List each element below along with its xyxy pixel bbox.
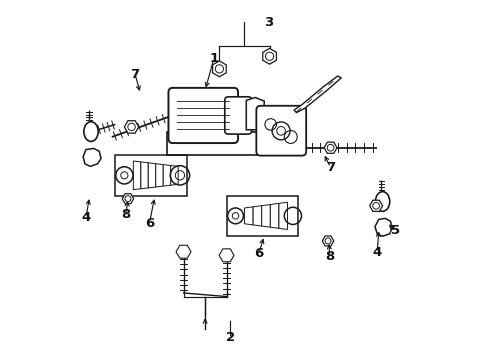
- Polygon shape: [219, 249, 234, 262]
- Polygon shape: [170, 166, 178, 185]
- FancyBboxPatch shape: [224, 97, 251, 134]
- Polygon shape: [369, 200, 382, 211]
- Text: 7: 7: [325, 161, 334, 174]
- Text: 3: 3: [264, 16, 273, 29]
- Polygon shape: [322, 236, 333, 246]
- FancyBboxPatch shape: [168, 88, 238, 143]
- Text: 4: 4: [372, 246, 381, 259]
- Polygon shape: [122, 194, 133, 204]
- Polygon shape: [270, 203, 278, 228]
- Text: 2: 2: [225, 331, 234, 344]
- Polygon shape: [246, 98, 264, 130]
- Bar: [167, 132, 303, 155]
- Polygon shape: [253, 206, 261, 226]
- Polygon shape: [83, 148, 101, 166]
- Polygon shape: [212, 61, 226, 77]
- Ellipse shape: [375, 192, 389, 211]
- Text: 6: 6: [144, 216, 154, 230]
- Polygon shape: [124, 121, 139, 133]
- Text: 1: 1: [209, 51, 218, 64]
- Bar: [226, 196, 298, 235]
- Polygon shape: [244, 207, 253, 225]
- Bar: [115, 155, 187, 196]
- Polygon shape: [293, 76, 341, 113]
- Polygon shape: [176, 245, 191, 258]
- Polygon shape: [262, 48, 276, 64]
- FancyBboxPatch shape: [256, 106, 305, 156]
- Text: 6: 6: [254, 247, 263, 260]
- Polygon shape: [133, 161, 141, 190]
- Polygon shape: [141, 162, 148, 189]
- Text: 8: 8: [122, 208, 130, 221]
- Polygon shape: [278, 202, 287, 229]
- Text: 8: 8: [325, 249, 334, 262]
- Polygon shape: [163, 165, 170, 186]
- Text: 7: 7: [130, 68, 140, 81]
- Polygon shape: [261, 204, 270, 227]
- Text: 4: 4: [81, 211, 90, 224]
- Ellipse shape: [83, 122, 98, 141]
- Polygon shape: [374, 219, 391, 236]
- Polygon shape: [324, 142, 336, 153]
- Text: 5: 5: [390, 224, 399, 238]
- Polygon shape: [148, 163, 155, 188]
- Polygon shape: [155, 164, 163, 187]
